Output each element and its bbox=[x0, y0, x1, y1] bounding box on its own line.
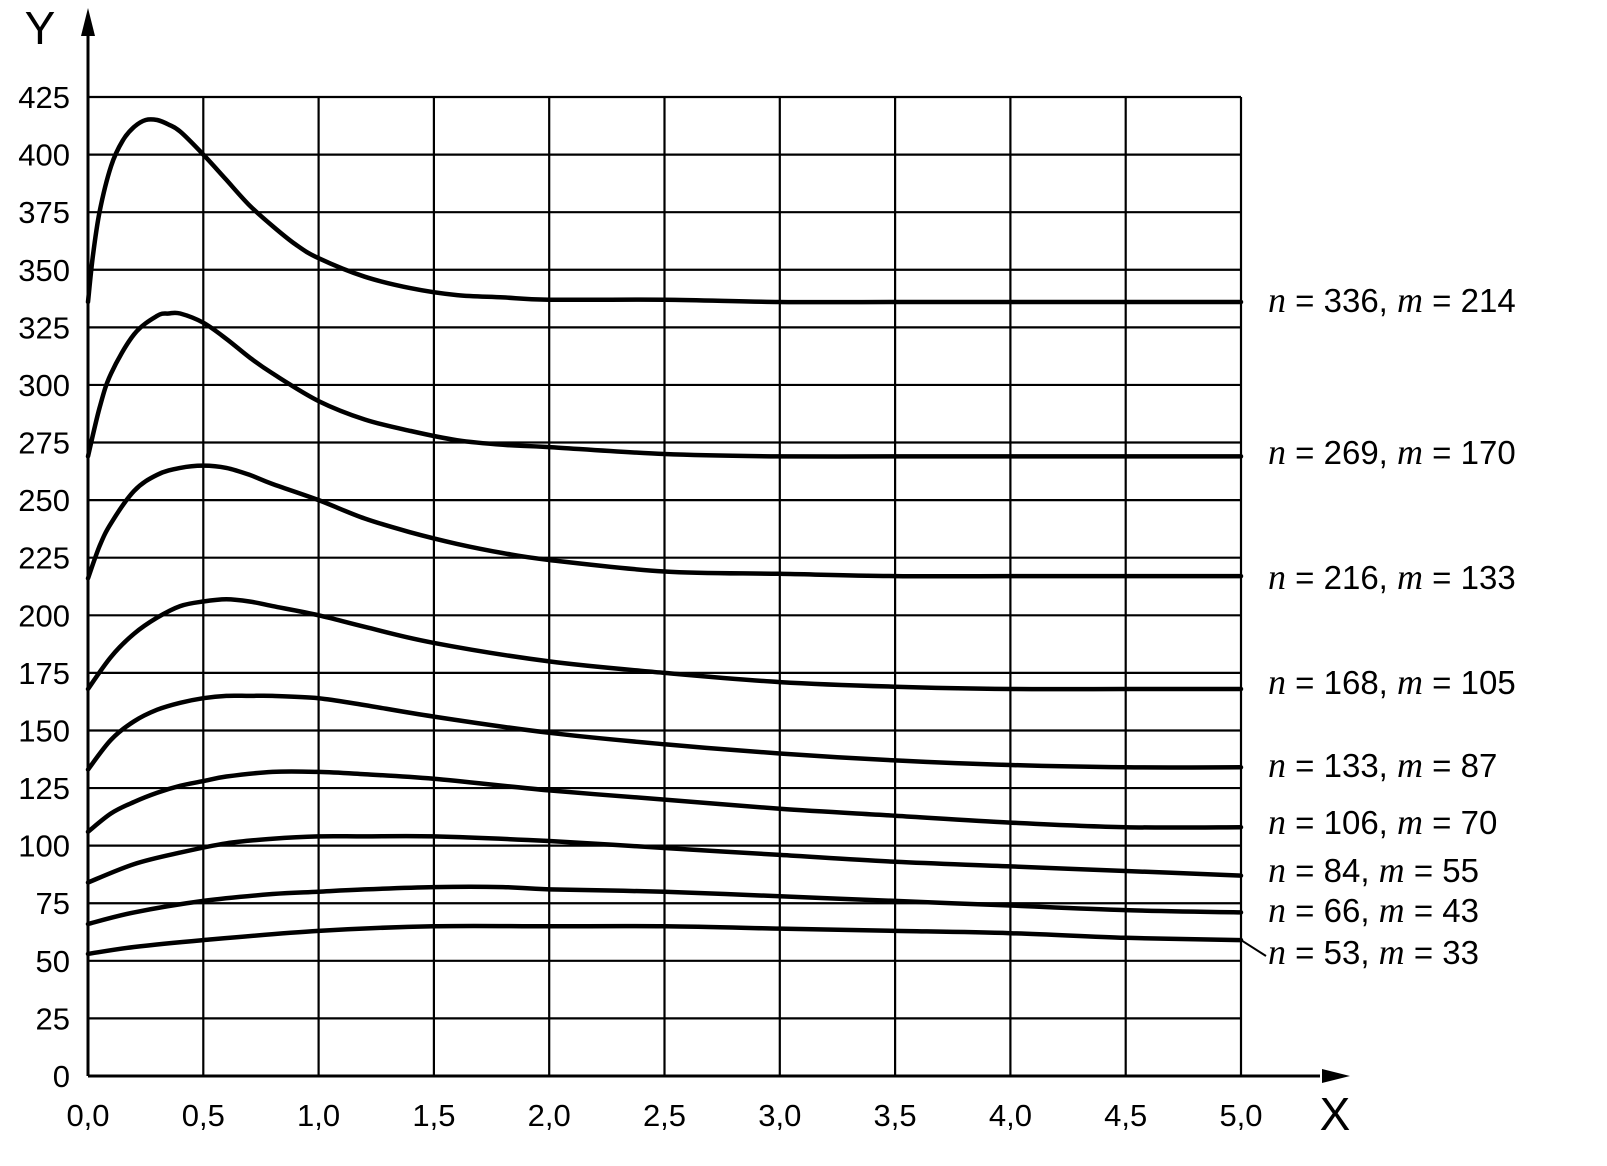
series-label: n = 216, m = 133 bbox=[1268, 557, 1516, 597]
x-tick-label: 3,5 bbox=[874, 1098, 917, 1133]
series-line bbox=[85, 833, 1244, 885]
series-label: n = 269, m = 170 bbox=[1268, 432, 1516, 472]
series-line bbox=[85, 884, 1244, 927]
y-tick-label: 50 bbox=[36, 944, 70, 979]
series-line bbox=[85, 310, 1244, 459]
x-axis-title: X bbox=[1320, 1088, 1351, 1140]
y-tick-label: 425 bbox=[18, 80, 70, 115]
series-label: n = 84, m = 55 bbox=[1268, 850, 1479, 890]
y-tick-label: 0 bbox=[53, 1059, 70, 1094]
x-tick-label: 2,0 bbox=[528, 1098, 571, 1133]
y-tick-label: 275 bbox=[18, 426, 70, 461]
series-labels: n = 336, m = 214 n = 269, m = 170 n = 216,… bbox=[1240, 280, 1516, 972]
x-tick-label: 5,0 bbox=[1219, 1098, 1262, 1133]
y-tick-label: 200 bbox=[18, 598, 70, 633]
y-tick-label: 150 bbox=[18, 713, 70, 748]
x-tick-label: 4,5 bbox=[1104, 1098, 1147, 1133]
y-tick-label: 125 bbox=[18, 771, 70, 806]
y-tick-label: 25 bbox=[36, 1001, 70, 1036]
y-tick-label: 375 bbox=[18, 195, 70, 230]
y-tick-label: 250 bbox=[18, 483, 70, 518]
y-tick-label: 175 bbox=[18, 656, 70, 691]
x-tick-label: 1,0 bbox=[297, 1098, 340, 1133]
series-line bbox=[85, 463, 1244, 581]
series-label: n = 106, m = 70 bbox=[1268, 802, 1497, 842]
x-tick-label: 4,0 bbox=[989, 1098, 1032, 1133]
series-line bbox=[85, 923, 1244, 957]
y-tick-label: 75 bbox=[36, 886, 70, 921]
series-label: n = 133, m = 87 bbox=[1268, 745, 1497, 785]
y-tick-label: 100 bbox=[18, 829, 70, 864]
y-tick-label: 350 bbox=[18, 253, 70, 288]
x-tick-label: 0,0 bbox=[66, 1098, 109, 1133]
series-label: n = 66, m = 43 bbox=[1268, 890, 1479, 930]
series-label: n = 168, m = 105 bbox=[1268, 662, 1516, 702]
series-label: n = 53, m = 33 bbox=[1268, 932, 1479, 972]
tick-labels: 0,0 0,5 1,0 1,5 2,0 2,5 3,0 3,5 4,0 4,5 5,0 0 25 50 75… bbox=[18, 80, 1262, 1133]
y-tick-label: 325 bbox=[18, 310, 70, 345]
y-tick-label: 300 bbox=[18, 368, 70, 403]
label-leader-line bbox=[1240, 939, 1267, 957]
y-axis-title: Y bbox=[25, 2, 56, 54]
x-tick-label: 1,5 bbox=[412, 1098, 455, 1133]
series-line bbox=[85, 117, 1244, 305]
y-axis-arrow bbox=[81, 8, 95, 36]
series-line bbox=[85, 693, 1244, 772]
x-tick-label: 2,5 bbox=[643, 1098, 686, 1133]
series-line bbox=[85, 596, 1244, 692]
series-line bbox=[85, 769, 1244, 835]
series-label: n = 336, m = 214 bbox=[1268, 280, 1516, 320]
series-lines bbox=[85, 117, 1244, 957]
x-tick-label: 0,5 bbox=[182, 1098, 225, 1133]
x-axis-arrow bbox=[1322, 1069, 1350, 1083]
x-tick-label: 3,0 bbox=[758, 1098, 801, 1133]
y-tick-label: 400 bbox=[18, 138, 70, 173]
axes: YX bbox=[25, 2, 1351, 1140]
y-tick-label: 225 bbox=[18, 541, 70, 576]
grid bbox=[86, 95, 1243, 1078]
